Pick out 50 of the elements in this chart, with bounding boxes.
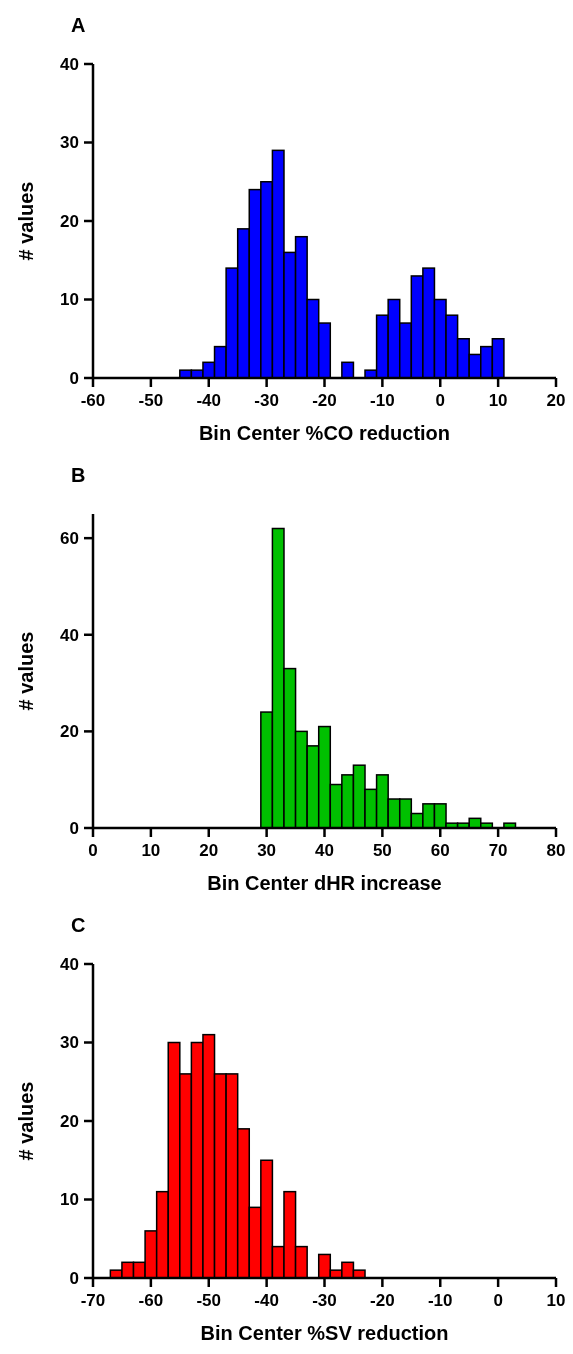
y-tick-label: 0 [69,368,79,388]
x-tick-label: 40 [315,841,334,860]
x-tick-label: 20 [199,841,219,860]
x-tick-label: 50 [372,841,392,860]
y-tick-label: 20 [60,1111,79,1131]
x-tick-label: -70 [80,1291,106,1310]
y-tick-label: 20 [60,722,79,742]
x-tick-label: 20 [546,391,566,410]
y-tick-label: 30 [60,1033,79,1053]
x-tick-label: 70 [488,841,508,860]
x-tick-label: -10 [370,391,395,410]
x-tick-label: -60 [138,1291,164,1310]
x-tick-label: 80 [546,841,566,860]
x-tick-label: 30 [257,841,277,860]
y-tick-label: 60 [60,529,79,549]
x-tick-label: 10 [488,391,508,410]
y-tick-label: 40 [60,54,79,74]
y-axis-title: # values [15,631,37,711]
text: C [71,914,86,936]
x-tick-label: -20 [370,1291,395,1310]
x-tick-label: -60 [80,391,106,410]
x-tick-label: -40 [254,1291,279,1310]
x-axis-title: Bin Center %SV reduction [200,1322,449,1344]
y-tick-label: 40 [60,625,79,645]
x-tick-label: -30 [254,391,279,410]
x-tick-label: -10 [427,1291,453,1310]
text: B [71,464,86,486]
y-tick-label: 20 [60,211,79,231]
x-axis-title: Bin Center %CO reduction [198,422,451,444]
x-tick-label: -50 [138,391,164,410]
y-axis-title: # values [15,1081,37,1161]
text: A [71,14,86,36]
y-tick-label: 30 [60,133,79,153]
x-axis-title: Bin Center dHR increase [207,872,442,894]
x-tick-label: 0 [435,391,445,410]
x-tick-label: -50 [196,1291,222,1310]
x-tick-label: 60 [430,841,450,860]
x-tick-label: -20 [312,391,337,410]
y-tick-label: 0 [69,1268,79,1288]
y-axis-title: # values [15,181,37,261]
x-tick-label: 10 [141,841,161,860]
x-tick-label: -30 [312,1291,337,1310]
y-tick-label: 10 [60,290,79,310]
x-tick-label: 0 [88,841,98,860]
y-tick-label: 0 [69,818,79,838]
x-tick-label: 10 [546,1291,566,1310]
x-tick-label: 0 [493,1291,503,1310]
y-tick-label: 40 [60,954,79,974]
x-tick-label: -40 [196,391,222,410]
y-tick-label: 10 [60,1190,79,1210]
